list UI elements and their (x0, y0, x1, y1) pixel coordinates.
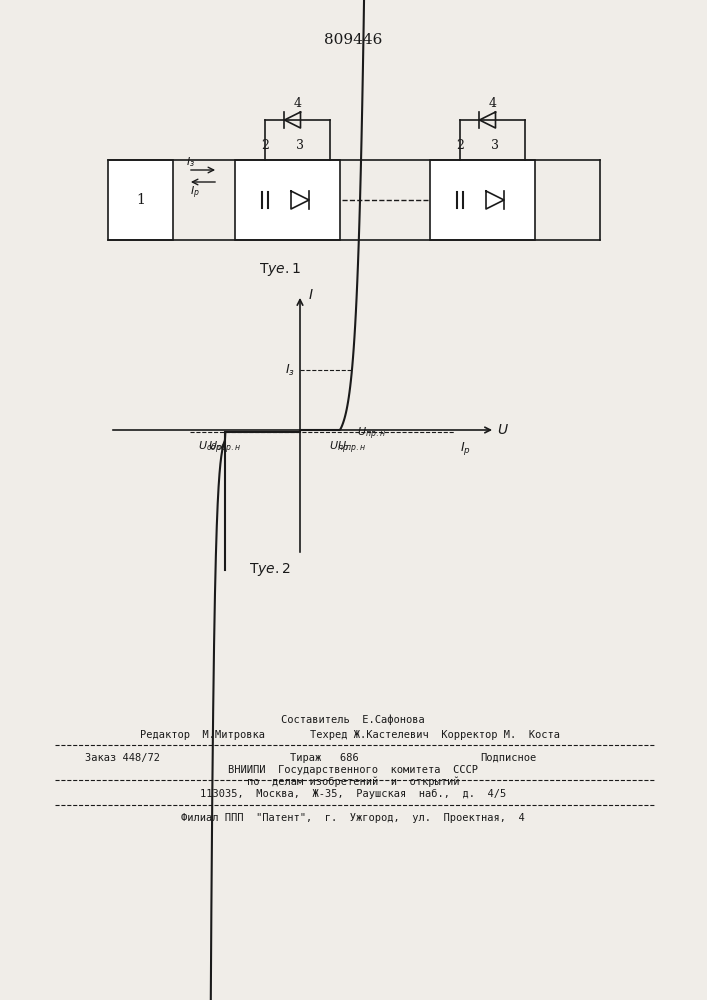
Text: $I_р$: $I_р$ (460, 440, 471, 457)
Text: 4: 4 (489, 97, 496, 110)
Text: $I$: $I$ (308, 288, 314, 302)
Text: 2: 2 (456, 139, 464, 152)
Text: 3: 3 (296, 139, 304, 152)
Text: $U_{пр.н}$: $U_{пр.н}$ (357, 426, 386, 442)
Text: $I_з$: $I_з$ (285, 362, 295, 378)
Text: Тираж   686: Тираж 686 (290, 753, 358, 763)
Bar (430, 160, 535, 240)
Text: 4: 4 (293, 97, 301, 110)
Text: $U_{обр.н}$: $U_{обр.н}$ (209, 440, 242, 456)
Text: по  делам изобретений  и  открытий: по делам изобретений и открытий (247, 777, 460, 787)
Text: $Τуе.1$: $Τуе.1$ (259, 261, 301, 278)
Text: Техред Ж.Кастелевич  Корректор М.  Коста: Техред Ж.Кастелевич Корректор М. Коста (310, 730, 560, 740)
Text: 3: 3 (491, 139, 499, 152)
Text: 809446: 809446 (324, 33, 382, 47)
Text: $I_р$: $I_р$ (190, 184, 200, 201)
Text: Подписное: Подписное (480, 753, 536, 763)
Text: $Τуе.2$: $Τуе.2$ (249, 562, 291, 578)
Text: $U$: $U$ (497, 423, 509, 437)
Text: 113035,  Москва,  Ж-35,  Раушская  наб.,  д.  4/5: 113035, Москва, Ж-35, Раушская наб., д. … (200, 789, 506, 799)
Text: ВНИИПИ  Государственного  комитета  СССР: ВНИИПИ Государственного комитета СССР (228, 765, 478, 775)
Text: 2: 2 (261, 139, 269, 152)
Bar (235, 160, 340, 240)
Text: $U_{пр.н}$: $U_{пр.н}$ (337, 440, 366, 456)
Text: Заказ 448/72: Заказ 448/72 (85, 753, 160, 763)
Text: $U_{обр}$: $U_{обр}$ (198, 440, 222, 456)
Bar (108, 160, 173, 240)
Text: Составитель  Е.Сафонова: Составитель Е.Сафонова (281, 715, 425, 725)
Text: Редактор  М.Митровка: Редактор М.Митровка (140, 730, 265, 740)
Text: $U_{пр.}$: $U_{пр.}$ (329, 440, 351, 456)
Text: $I_з$: $I_з$ (186, 155, 195, 169)
Text: Филиал ППП  "Патент",  г.  Ужгород,  ул.  Проектная,  4: Филиал ППП "Патент", г. Ужгород, ул. Про… (181, 813, 525, 823)
Text: 1: 1 (136, 193, 145, 207)
